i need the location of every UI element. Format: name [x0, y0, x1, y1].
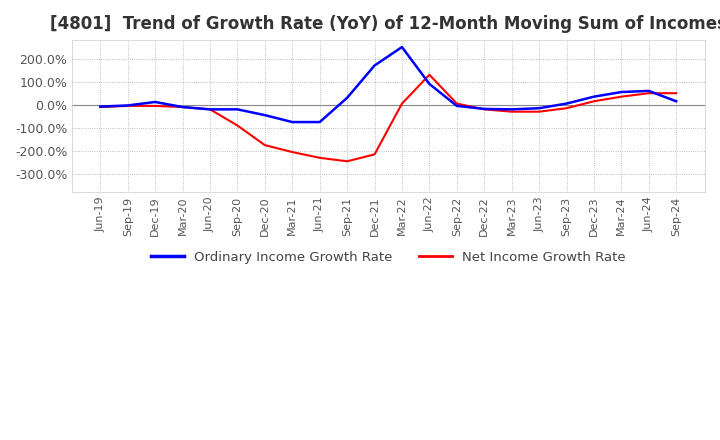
Ordinary Income Growth Rate	[151, 99, 160, 105]
Net Income Growth Rate	[452, 101, 461, 106]
Ordinary Income Growth Rate	[343, 95, 351, 100]
Title: [4801]  Trend of Growth Rate (YoY) of 12-Month Moving Sum of Incomes: [4801] Trend of Growth Rate (YoY) of 12-…	[50, 15, 720, 33]
Net Income Growth Rate	[617, 94, 626, 99]
Ordinary Income Growth Rate	[261, 113, 269, 118]
Ordinary Income Growth Rate	[644, 88, 653, 94]
Net Income Growth Rate	[535, 109, 544, 114]
Ordinary Income Growth Rate	[590, 94, 598, 99]
Ordinary Income Growth Rate	[96, 104, 104, 109]
Ordinary Income Growth Rate	[206, 107, 215, 112]
Net Income Growth Rate	[480, 107, 489, 112]
Line: Net Income Growth Rate: Net Income Growth Rate	[100, 75, 676, 161]
Net Income Growth Rate	[151, 103, 160, 109]
Net Income Growth Rate	[288, 150, 297, 155]
Line: Ordinary Income Growth Rate: Ordinary Income Growth Rate	[100, 47, 676, 122]
Net Income Growth Rate	[206, 107, 215, 112]
Net Income Growth Rate	[233, 123, 242, 128]
Net Income Growth Rate	[261, 143, 269, 148]
Ordinary Income Growth Rate	[397, 44, 406, 50]
Net Income Growth Rate	[672, 91, 680, 96]
Ordinary Income Growth Rate	[672, 99, 680, 104]
Net Income Growth Rate	[343, 159, 351, 164]
Ordinary Income Growth Rate	[315, 119, 324, 125]
Ordinary Income Growth Rate	[233, 107, 242, 112]
Ordinary Income Growth Rate	[508, 107, 516, 112]
Ordinary Income Growth Rate	[480, 106, 489, 111]
Net Income Growth Rate	[123, 103, 132, 109]
Net Income Growth Rate	[370, 152, 379, 157]
Net Income Growth Rate	[562, 106, 571, 111]
Net Income Growth Rate	[590, 99, 598, 104]
Ordinary Income Growth Rate	[617, 89, 626, 95]
Net Income Growth Rate	[425, 72, 433, 77]
Ordinary Income Growth Rate	[288, 119, 297, 125]
Legend: Ordinary Income Growth Rate, Net Income Growth Rate: Ordinary Income Growth Rate, Net Income …	[145, 246, 631, 270]
Ordinary Income Growth Rate	[452, 103, 461, 109]
Net Income Growth Rate	[644, 91, 653, 96]
Net Income Growth Rate	[315, 155, 324, 161]
Ordinary Income Growth Rate	[179, 104, 187, 110]
Ordinary Income Growth Rate	[535, 106, 544, 111]
Net Income Growth Rate	[397, 101, 406, 106]
Net Income Growth Rate	[96, 104, 104, 110]
Ordinary Income Growth Rate	[370, 63, 379, 68]
Ordinary Income Growth Rate	[123, 103, 132, 108]
Ordinary Income Growth Rate	[562, 101, 571, 106]
Net Income Growth Rate	[508, 109, 516, 114]
Net Income Growth Rate	[179, 104, 187, 110]
Ordinary Income Growth Rate	[425, 81, 433, 87]
